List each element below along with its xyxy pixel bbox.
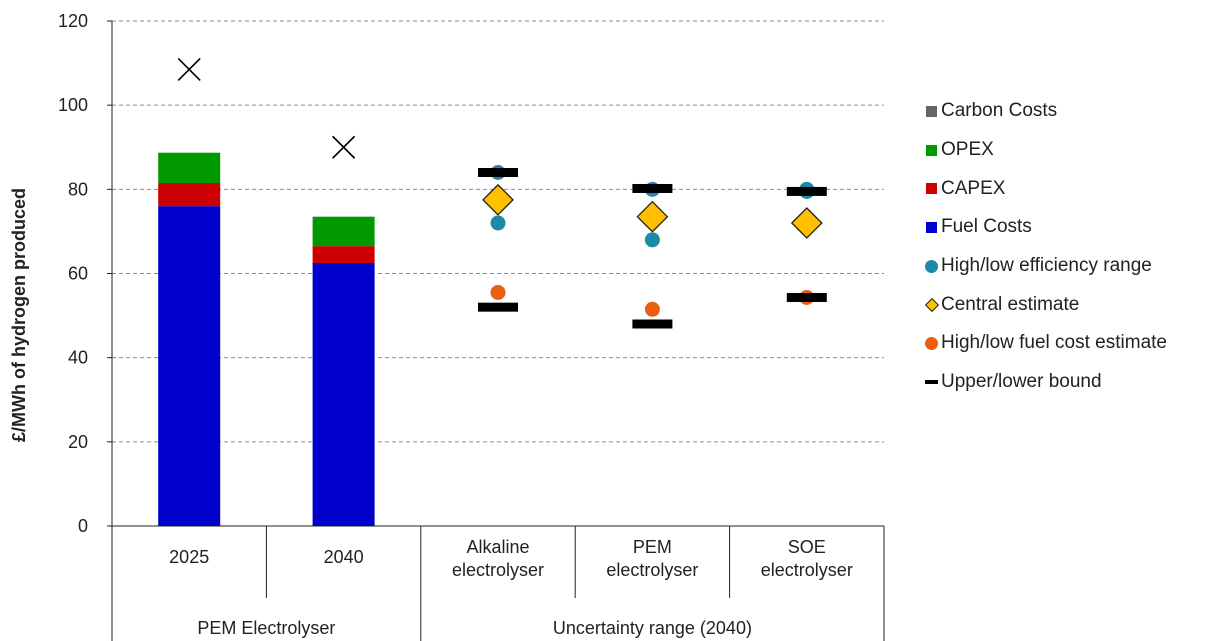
legend-item-carbon-costs: Carbon Costs [924, 92, 1220, 131]
category-label: PEM [633, 537, 672, 557]
bound-marker [478, 302, 518, 312]
legend-item-opex: OPEX [924, 131, 1220, 170]
bound-marker [786, 292, 827, 302]
legend-item-capex: CAPEX [924, 169, 1220, 208]
legend-swatch [924, 336, 938, 350]
bound-marker [786, 186, 827, 196]
legend-swatch [924, 259, 938, 273]
total-marker [332, 135, 356, 159]
y-tick-label: 80 [68, 179, 88, 199]
legend-label: CAPEX [941, 177, 1006, 199]
category-label: 2040 [324, 547, 364, 567]
legend-label: Carbon Costs [941, 100, 1058, 122]
bar-opex [158, 152, 221, 184]
category-label: SOE [788, 537, 826, 557]
legend-label: High/low fuel cost estimate [941, 332, 1167, 354]
group-label: PEM Electrolyser [197, 618, 335, 638]
total-marker [177, 57, 201, 81]
legend-swatch [925, 221, 937, 233]
bar-opex [312, 216, 375, 247]
legend-item-fuel-cost-estimate: High/low fuel cost estimate [924, 324, 1220, 363]
bar-capex [158, 183, 221, 207]
legend-label: Fuel Costs [941, 216, 1032, 238]
legend-label: High/low efficiency range [941, 255, 1152, 277]
legend-item-bounds: Upper/lower bound [924, 363, 1220, 402]
category-label: Alkaline [466, 537, 529, 557]
bound-marker [478, 168, 518, 177]
y-axis-title: £/MWh of hydrogen produced [9, 188, 29, 442]
y-tick-label: 60 [68, 264, 88, 284]
legend-swatch [925, 105, 937, 117]
central-estimate-marker [482, 183, 514, 216]
bar-capex [312, 246, 375, 263]
bound-marker [632, 319, 673, 329]
point-high-low-fuel-cost-estimate [490, 284, 506, 300]
category-label: 2025 [169, 547, 209, 567]
legend-label: OPEX [941, 139, 994, 161]
category-label: electrolyser [761, 560, 853, 580]
legend-swatch [924, 298, 939, 313]
legend-swatch [925, 183, 937, 195]
category-label: electrolyser [452, 560, 544, 580]
legend-swatch [925, 144, 937, 156]
y-tick-label: 40 [68, 348, 88, 368]
bound-marker [632, 183, 673, 193]
central-estimate-marker [790, 207, 823, 239]
category-label: electrolyser [606, 560, 698, 580]
point-high-low-efficiency-range [490, 215, 506, 231]
bar-fuel-costs [312, 262, 375, 526]
y-tick-label: 120 [58, 11, 88, 31]
legend: Carbon Costs OPEX CAPEX Fuel Costs High/… [924, 92, 1220, 402]
point-high-low-fuel-cost-estimate [644, 301, 660, 317]
group-label: Uncertainty range (2040) [553, 618, 752, 638]
legend-swatch [924, 380, 938, 385]
legend-item-central-estimate: Central estimate [924, 285, 1220, 324]
central-estimate-marker [636, 200, 669, 233]
y-tick-label: 100 [58, 95, 88, 115]
legend-label: Upper/lower bound [941, 371, 1102, 393]
legend-item-fuel-costs: Fuel Costs [924, 208, 1220, 247]
legend-item-efficiency-range: High/low efficiency range [924, 247, 1220, 286]
bar-fuel-costs [158, 206, 221, 526]
y-tick-label: 20 [68, 432, 88, 452]
point-high-low-efficiency-range [644, 232, 660, 248]
y-tick-label: 0 [78, 516, 88, 536]
legend-label: Central estimate [941, 293, 1080, 315]
